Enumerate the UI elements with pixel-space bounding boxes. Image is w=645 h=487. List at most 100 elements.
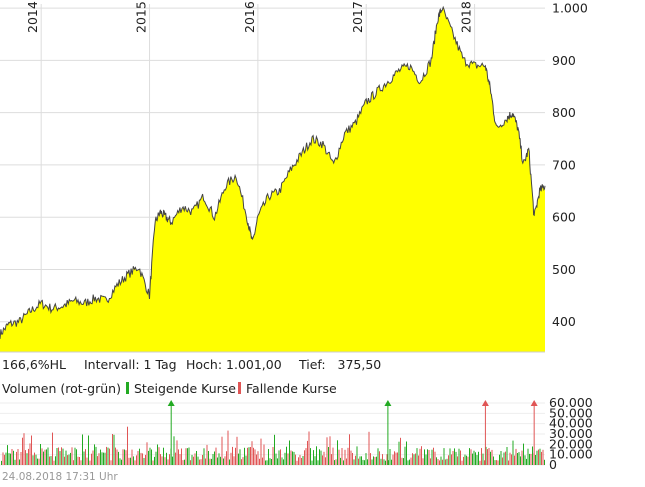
volume-bar (335, 459, 337, 465)
volume-bar (425, 454, 427, 465)
volume-bar (251, 441, 253, 465)
volume-bar (193, 456, 194, 465)
volume-bar (154, 456, 155, 465)
volume-bar (191, 454, 193, 465)
volume-bar (430, 458, 431, 465)
volume-bar (224, 456, 226, 465)
volume-bar (478, 451, 479, 465)
volume-bar (140, 452, 142, 465)
volume-bar (134, 460, 136, 465)
volume-bar (394, 451, 395, 465)
volume-bar (317, 460, 319, 465)
volume-bar (112, 434, 113, 465)
volume-bar (488, 448, 490, 465)
volume-bar (445, 459, 446, 465)
volume-bar (341, 448, 343, 465)
volume-bar (413, 454, 415, 465)
volume-bar (230, 452, 232, 465)
volume-bar (427, 449, 428, 465)
volume-bar (149, 447, 151, 465)
volume-bar (58, 447, 59, 465)
volume-peak-arrow-icon (167, 400, 175, 406)
volume-bar (247, 447, 248, 465)
volume-bar (113, 434, 115, 465)
volume-bar (88, 435, 89, 465)
volume-bar (496, 460, 497, 465)
volume-bar (289, 440, 290, 465)
volume-bar (422, 458, 424, 465)
volume-bar (410, 457, 412, 465)
volume-bar (331, 454, 332, 465)
volume-bar (302, 456, 304, 465)
falling-legend-label: Fallende Kurse (246, 381, 337, 396)
volume-y-tick-label: 20.000 (549, 436, 593, 451)
volume-bar (70, 452, 71, 465)
volume-bar (53, 460, 55, 465)
volume-bar (373, 456, 374, 465)
volume-bar (511, 454, 512, 465)
falling-legend-swatch (238, 382, 241, 394)
volume-bar (367, 459, 368, 465)
volume-bar (434, 451, 436, 465)
volume-bar (181, 448, 182, 465)
volume-bar (535, 455, 536, 465)
volume-bar (322, 455, 323, 465)
volume-bar (100, 449, 101, 465)
volume-bar (188, 447, 190, 465)
volume-bar (337, 440, 338, 465)
rising-legend-swatch (126, 382, 129, 394)
volume-bar (293, 451, 295, 465)
volume-bar (157, 444, 158, 465)
volume-bar (97, 456, 98, 465)
volume-bar (194, 453, 196, 465)
volume-bar (538, 449, 539, 465)
volume-bar (493, 456, 494, 465)
volume-bar (163, 447, 164, 465)
volume-bar (146, 442, 148, 465)
volume-bar (274, 434, 275, 465)
volume-bar (316, 446, 317, 465)
volume-bar (110, 460, 112, 465)
price-chart (0, 5, 546, 352)
volume-bar (299, 454, 301, 465)
volume-bar (416, 448, 418, 465)
volume-bar (40, 444, 41, 465)
volume-bar (76, 449, 77, 465)
volume-bar (85, 449, 86, 465)
volume-peak-arrow-icon (530, 400, 538, 406)
volume-bar (92, 450, 94, 465)
volume-bar (91, 453, 92, 465)
volume-chart (1, 426, 545, 465)
volume-bar (517, 453, 518, 465)
volume-bar (253, 447, 254, 465)
volume-bar (499, 454, 500, 465)
volume-bar (109, 448, 110, 465)
price-y-axis: 400 500 600 700 800 900 1.000 (552, 1, 588, 330)
volume-bar (2, 452, 4, 465)
volume-bar (17, 449, 19, 465)
volume-bar (20, 452, 22, 465)
volume-bar (236, 436, 238, 465)
volume-bar (5, 452, 7, 465)
volume-bar (35, 454, 37, 465)
volume-bar (254, 449, 256, 465)
volume-bar (379, 451, 380, 465)
volume-bar (73, 460, 74, 465)
volume-bar (356, 446, 358, 465)
volume-bar (233, 456, 235, 465)
volume-bar (22, 437, 23, 465)
volume-bar (164, 457, 166, 465)
volume-bar (217, 457, 218, 465)
volume-bar (176, 440, 178, 465)
volume-bar (215, 447, 217, 465)
volume-bar (466, 455, 467, 465)
volume-bar (250, 447, 251, 465)
volume-bar (284, 452, 286, 465)
volume-bar (313, 450, 314, 465)
volume-bar (41, 448, 43, 465)
volume-bar (292, 451, 293, 465)
volume-bar (439, 460, 440, 465)
volume-bar (392, 454, 394, 465)
volume-bar (362, 459, 364, 465)
volume-bar (368, 431, 370, 465)
